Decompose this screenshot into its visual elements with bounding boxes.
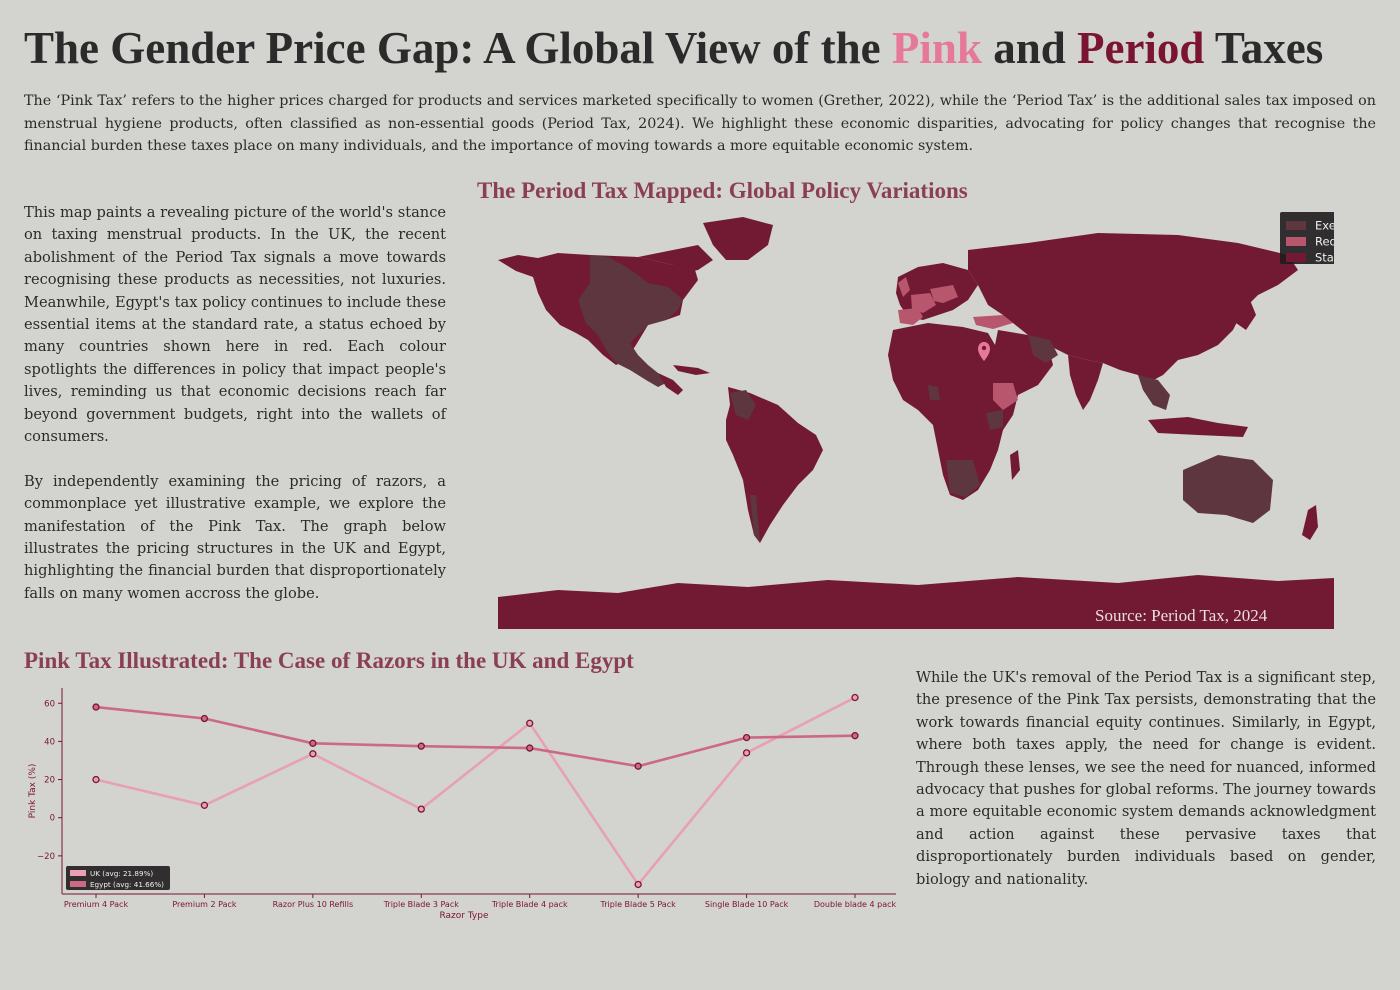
map-region-new-zealand (1302, 505, 1318, 540)
map-region-canada-east (638, 245, 713, 273)
map-pin-icon (978, 342, 990, 361)
map-region-south-america (726, 387, 823, 543)
map-title: The Period Tax Mapped: Global Policy Var… (477, 178, 968, 203)
title-pink-word: Pink (891, 23, 982, 73)
data-point (851, 693, 859, 702)
world-map: Exempt Reduced Standard (498, 212, 1334, 629)
left-column-text: This map paints a revealing picture of t… (24, 202, 446, 628)
map-region-colombia (730, 390, 756, 420)
legend-label-standard: Standard (1315, 251, 1334, 265)
data-point (200, 801, 209, 809)
x-tick-label: Triple Blade 3 Pack (383, 900, 460, 909)
series-line-0 (95, 696, 856, 886)
right-column-text: While the UK's removal of the Period Tax… (916, 669, 1376, 888)
series-line-1 (95, 705, 856, 768)
map-region-iran (1028, 335, 1058, 363)
map-region-usa (578, 255, 683, 345)
map-region-west-africa-exempt (928, 385, 940, 400)
data-point (92, 703, 100, 711)
data-point (417, 742, 425, 750)
map-region-madagascar (1010, 450, 1020, 480)
map-region-spain (898, 308, 923, 325)
data-point (634, 762, 642, 770)
x-tick-label: Double blade 4 pack (814, 900, 897, 909)
map-region-chile (750, 495, 760, 543)
map-region-kenya (986, 410, 1003, 430)
y-tick-label: 40 (44, 737, 55, 747)
data-point (92, 775, 100, 784)
chart-legend-label: Egypt (avg: 41.66%) (90, 880, 164, 889)
map-region-antarctica (498, 575, 1334, 629)
y-tick-label: 0 (50, 814, 55, 824)
x-tick-label: Premium 4 Pack (64, 900, 129, 909)
page-title: The Gender Price Gap: A Global View of t… (24, 23, 1324, 73)
x-tick-label: Premium 2 Pack (172, 900, 237, 909)
data-point (742, 733, 751, 742)
map-legend-items: Exempt Reduced Standard (1286, 219, 1334, 265)
map-region-greenland (703, 217, 773, 260)
map-region-australia (1183, 455, 1273, 523)
legend-swatch-reduced (1286, 237, 1306, 246)
legend-label-reduced: Reduced (1315, 235, 1334, 249)
chart-legend: UK (avg: 21.89%) Egypt (avg: 41.66%) (66, 866, 170, 890)
x-axis-label: Razor Type (439, 911, 488, 921)
data-point (634, 880, 642, 889)
map-region-japan (1236, 300, 1256, 330)
legend-swatch-standard (1286, 253, 1306, 262)
data-point (309, 750, 317, 758)
razor-line-chart: −20 0 20 40 60 Premium 4 Pack Premium 2 Pack Ra… (28, 688, 897, 921)
razor-description-paragraph: By independently examining the pricing o… (24, 472, 446, 602)
map-region-central-europe (930, 285, 958, 303)
data-point (309, 739, 317, 747)
data-point (417, 805, 425, 813)
x-tick-label: Triple Blade 4 pack (491, 900, 568, 909)
map-region-ethiopia (993, 383, 1018, 410)
y-tick-label: 60 (44, 699, 55, 709)
title-period-word: Period (1077, 23, 1205, 73)
map-region-france (911, 293, 936, 313)
map-region-caribbean (673, 365, 710, 375)
data-point (851, 732, 859, 740)
chart-legend-swatch (70, 881, 86, 887)
map-region-africa (888, 323, 1018, 500)
intro-paragraph: The ‘Pink Tax’ refers to the higher pric… (24, 93, 1376, 154)
legend-label-exempt: Exempt (1315, 219, 1334, 233)
data-point (526, 719, 534, 727)
map-region-southeast-asia (1138, 375, 1170, 410)
chart-legend-swatch (70, 870, 86, 876)
map-region-south-africa (946, 460, 980, 497)
y-tick-label: −20 (37, 852, 55, 862)
map-region-central-america (658, 373, 683, 395)
chart-legend-label: UK (avg: 21.89%) (90, 869, 153, 878)
map-region-indonesia (1148, 417, 1248, 437)
x-tick-label: Triple Blade 5 Pack (600, 900, 677, 909)
map-region-india (1068, 355, 1103, 410)
map-region-turkey (973, 315, 1013, 329)
data-point (526, 744, 534, 752)
x-tick-label: Razor Plus 10 Refills (273, 900, 354, 909)
map-region-uk (898, 277, 910, 297)
data-point (742, 749, 751, 757)
x-tick-label: Single Blade 10 Pack (705, 900, 789, 909)
data-point (200, 714, 209, 723)
map-region-mexico (598, 335, 666, 387)
legend-swatch-exempt (1286, 221, 1306, 230)
map-shapes (498, 217, 1334, 629)
map-description-paragraph: This map paints a revealing picture of t… (24, 204, 446, 446)
chart-legend-box (66, 866, 170, 890)
map-source: Source: Period Tax, 2024 (1095, 606, 1268, 625)
y-tick-label: 20 (44, 776, 55, 786)
y-axis-label: Pink Tax (%) (28, 764, 38, 819)
chart-title: Pink Tax Illustrated: The Case of Razors… (24, 648, 634, 673)
